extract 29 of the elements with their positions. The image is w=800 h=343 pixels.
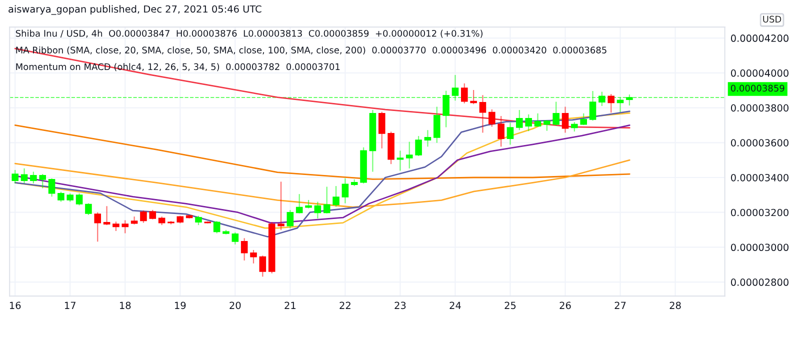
annotation: Momentum on MACD (ohlc4, 12, 26, 5, 34, 5) 0.00003782 0.00003701 — [16, 63, 340, 72]
y-tick-label: 0.00003000 — [730, 244, 788, 252]
x-tick-label: 22 — [340, 302, 350, 309]
x-tick-label: 19 — [175, 302, 186, 310]
y-tick-label: 0.00003600 — [730, 139, 788, 146]
x-tick-label: 25 — [504, 302, 516, 310]
x-tick-label: 24 — [450, 302, 461, 309]
x-tick-label: 28 — [670, 302, 681, 310]
ref-line-label: 0.00003859 — [730, 84, 784, 92]
x-tick-label: 27 — [614, 302, 626, 309]
y-axis-title: USD — [763, 16, 782, 23]
y-tick-label: 0.00004000 — [730, 69, 788, 77]
line-series — [14, 159, 630, 208]
y-tick-label: 0.00003800 — [730, 104, 788, 112]
line-series — [14, 48, 630, 129]
x-tick-label: 16 — [10, 302, 21, 310]
text: aiswarya_gopan published, Dec 27, 2021 05:46 UTC — [8, 5, 262, 15]
y-tick-label: 0.00004200 — [730, 34, 788, 42]
line-series — [14, 124, 630, 180]
y-tick-label: 0.00002800 — [730, 278, 788, 286]
x-tick-label: 21 — [284, 302, 296, 309]
y-tick-label: 0.00003200 — [730, 208, 788, 216]
x-tick-label: 18 — [120, 302, 131, 310]
x-tick-label: 17 — [65, 302, 76, 309]
annotation: Shiba Inu / USD, 4h O0.00003847 H0.00003876 L0.00003813 C0.00003859 +0.00000012 (+0.31%) — [16, 30, 482, 38]
x-tick-label: 23 — [394, 302, 406, 310]
x-tick-label: 20 — [230, 302, 241, 310]
x-tick-label: 26 — [560, 302, 571, 310]
y-tick-label: 0.00003400 — [730, 174, 788, 182]
